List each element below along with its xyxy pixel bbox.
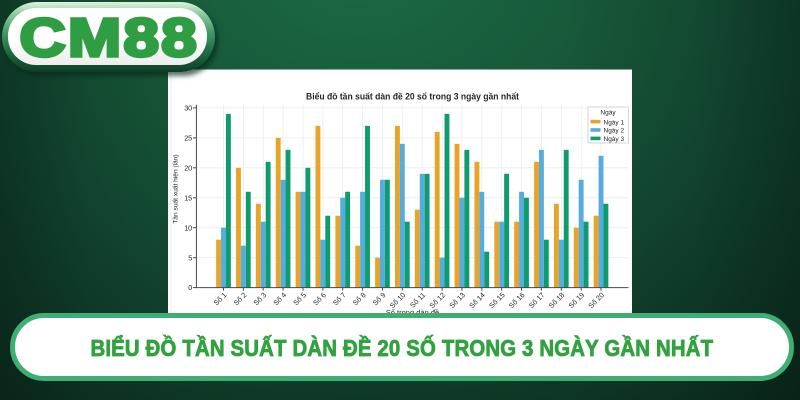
svg-text:5: 5: [188, 253, 192, 262]
svg-text:10: 10: [184, 223, 192, 232]
svg-text:Ngày: Ngày: [600, 110, 616, 117]
svg-text:Tần suất xuất hiện (lần): Tần suất xuất hiện (lần): [171, 154, 180, 223]
svg-text:20: 20: [184, 163, 192, 172]
svg-text:Biểu đồ tần suất dàn đề 20 số: Biểu đồ tần suất dàn đề 20 số trong 3 ng…: [306, 92, 519, 102]
svg-text:30: 30: [184, 104, 192, 113]
svg-text:25: 25: [184, 134, 192, 143]
svg-text:0: 0: [188, 283, 192, 292]
svg-text:15: 15: [184, 193, 192, 202]
svg-text:Ngày 2: Ngày 2: [604, 128, 625, 135]
svg-text:Ngày 3: Ngày 3: [604, 136, 625, 143]
svg-text:Số trong dàn đề: Số trong dàn đề: [386, 308, 439, 317]
svg-text:Ngày 1: Ngày 1: [604, 119, 625, 126]
